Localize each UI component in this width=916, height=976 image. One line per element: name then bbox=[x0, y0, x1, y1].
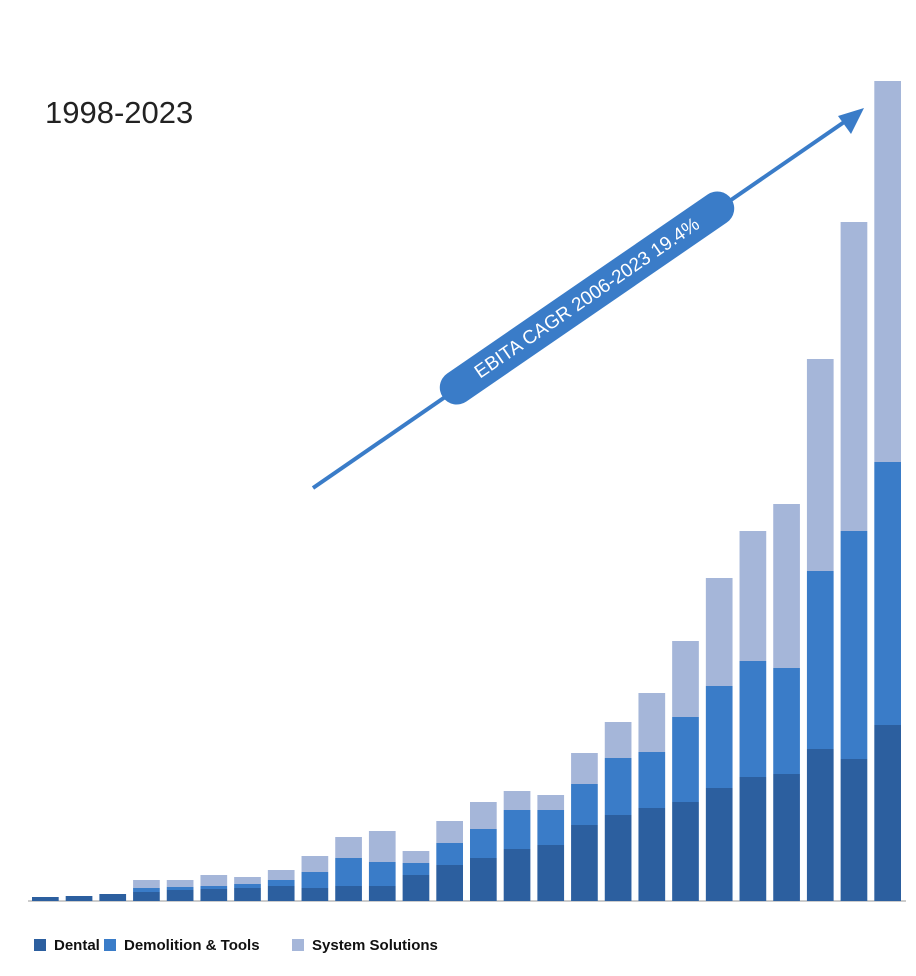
bar-segment bbox=[874, 462, 901, 725]
bar-segment bbox=[672, 717, 699, 802]
bar-segment bbox=[166, 890, 194, 901]
bar-segment bbox=[537, 845, 565, 901]
legend-swatch bbox=[292, 939, 304, 951]
bar-segment bbox=[335, 886, 362, 901]
bar-segment bbox=[806, 749, 834, 901]
bar-segment bbox=[267, 880, 295, 886]
bar-segment bbox=[267, 886, 295, 901]
bar-segment bbox=[739, 777, 767, 901]
bar-segment bbox=[166, 880, 194, 887]
bar-segment bbox=[436, 865, 463, 901]
bar-segment bbox=[638, 752, 666, 808]
legend-label: System Solutions bbox=[312, 937, 438, 954]
bar-segment bbox=[874, 81, 901, 462]
bar-segment bbox=[470, 802, 497, 829]
bar-segment bbox=[604, 815, 632, 901]
bar-segment bbox=[537, 795, 565, 810]
bar-segment bbox=[503, 849, 531, 901]
bar-segment bbox=[874, 725, 901, 901]
bar-segment bbox=[200, 886, 228, 889]
bar-segment bbox=[402, 851, 430, 863]
bar-segment bbox=[133, 892, 160, 901]
chart-title: 1998-2023 bbox=[45, 95, 193, 130]
bar-segment bbox=[672, 641, 699, 717]
arrow-head bbox=[838, 108, 864, 134]
bar-segment bbox=[200, 889, 228, 901]
bar-segment bbox=[267, 870, 295, 880]
pill-bg bbox=[439, 191, 735, 405]
bar-segment bbox=[335, 858, 362, 886]
legend-label: Dental bbox=[54, 937, 100, 954]
bar-segment bbox=[368, 862, 396, 886]
bar-segment bbox=[368, 886, 396, 901]
bar-segment bbox=[32, 897, 59, 901]
bar-segment bbox=[470, 858, 497, 901]
bar-segment bbox=[402, 875, 430, 901]
bar-segment bbox=[503, 810, 531, 849]
bar-segment bbox=[705, 578, 733, 686]
bar-segment bbox=[301, 856, 329, 872]
legend-swatch bbox=[34, 939, 46, 951]
bar-segment bbox=[234, 884, 261, 888]
bar-segment bbox=[133, 888, 160, 892]
bar-segment bbox=[99, 894, 127, 901]
bar-segment bbox=[368, 831, 396, 862]
bar-segment bbox=[773, 504, 800, 668]
bar-segment bbox=[840, 759, 868, 901]
bar-segment bbox=[840, 531, 868, 759]
bar-segment bbox=[672, 802, 699, 901]
legend-label: Demolition & Tools bbox=[124, 937, 260, 954]
bar-segment bbox=[604, 758, 632, 815]
annotation: EBITA CAGR 2006-2023 19.4% bbox=[471, 214, 704, 383]
bar-segment bbox=[773, 668, 800, 774]
bar-segment bbox=[705, 788, 733, 901]
bar-segment bbox=[604, 722, 632, 758]
bar-segment bbox=[402, 863, 430, 875]
bar-segment bbox=[773, 774, 800, 901]
bar-segment bbox=[166, 887, 194, 890]
bar-segment bbox=[234, 877, 261, 884]
bar-segment bbox=[234, 888, 261, 901]
bar-segment bbox=[840, 222, 868, 531]
bar-segment bbox=[638, 693, 666, 752]
bar-segment bbox=[739, 531, 767, 661]
bar-segment bbox=[335, 837, 362, 858]
bar-segment bbox=[571, 784, 598, 825]
bar-segment bbox=[537, 810, 565, 845]
bar-segment bbox=[806, 359, 834, 571]
bar-segment bbox=[739, 661, 767, 777]
bar-segment bbox=[301, 888, 329, 901]
bar-segment bbox=[503, 791, 531, 810]
bar-segment bbox=[806, 571, 834, 749]
bar-segment bbox=[133, 880, 160, 888]
bar-segment bbox=[200, 875, 228, 886]
bar-segment bbox=[638, 808, 666, 901]
bar-segment bbox=[705, 686, 733, 788]
bar-segment bbox=[436, 843, 463, 865]
bar-segment bbox=[65, 896, 93, 901]
legend-swatch bbox=[104, 939, 116, 951]
bar-segment bbox=[571, 825, 598, 901]
bar-segment bbox=[470, 829, 497, 858]
annotation-pill: EBITA CAGR 2006-2023 19.4% bbox=[439, 191, 735, 405]
bar-segment bbox=[436, 821, 463, 843]
bar-segment bbox=[571, 753, 598, 784]
bar-segment bbox=[301, 872, 329, 888]
